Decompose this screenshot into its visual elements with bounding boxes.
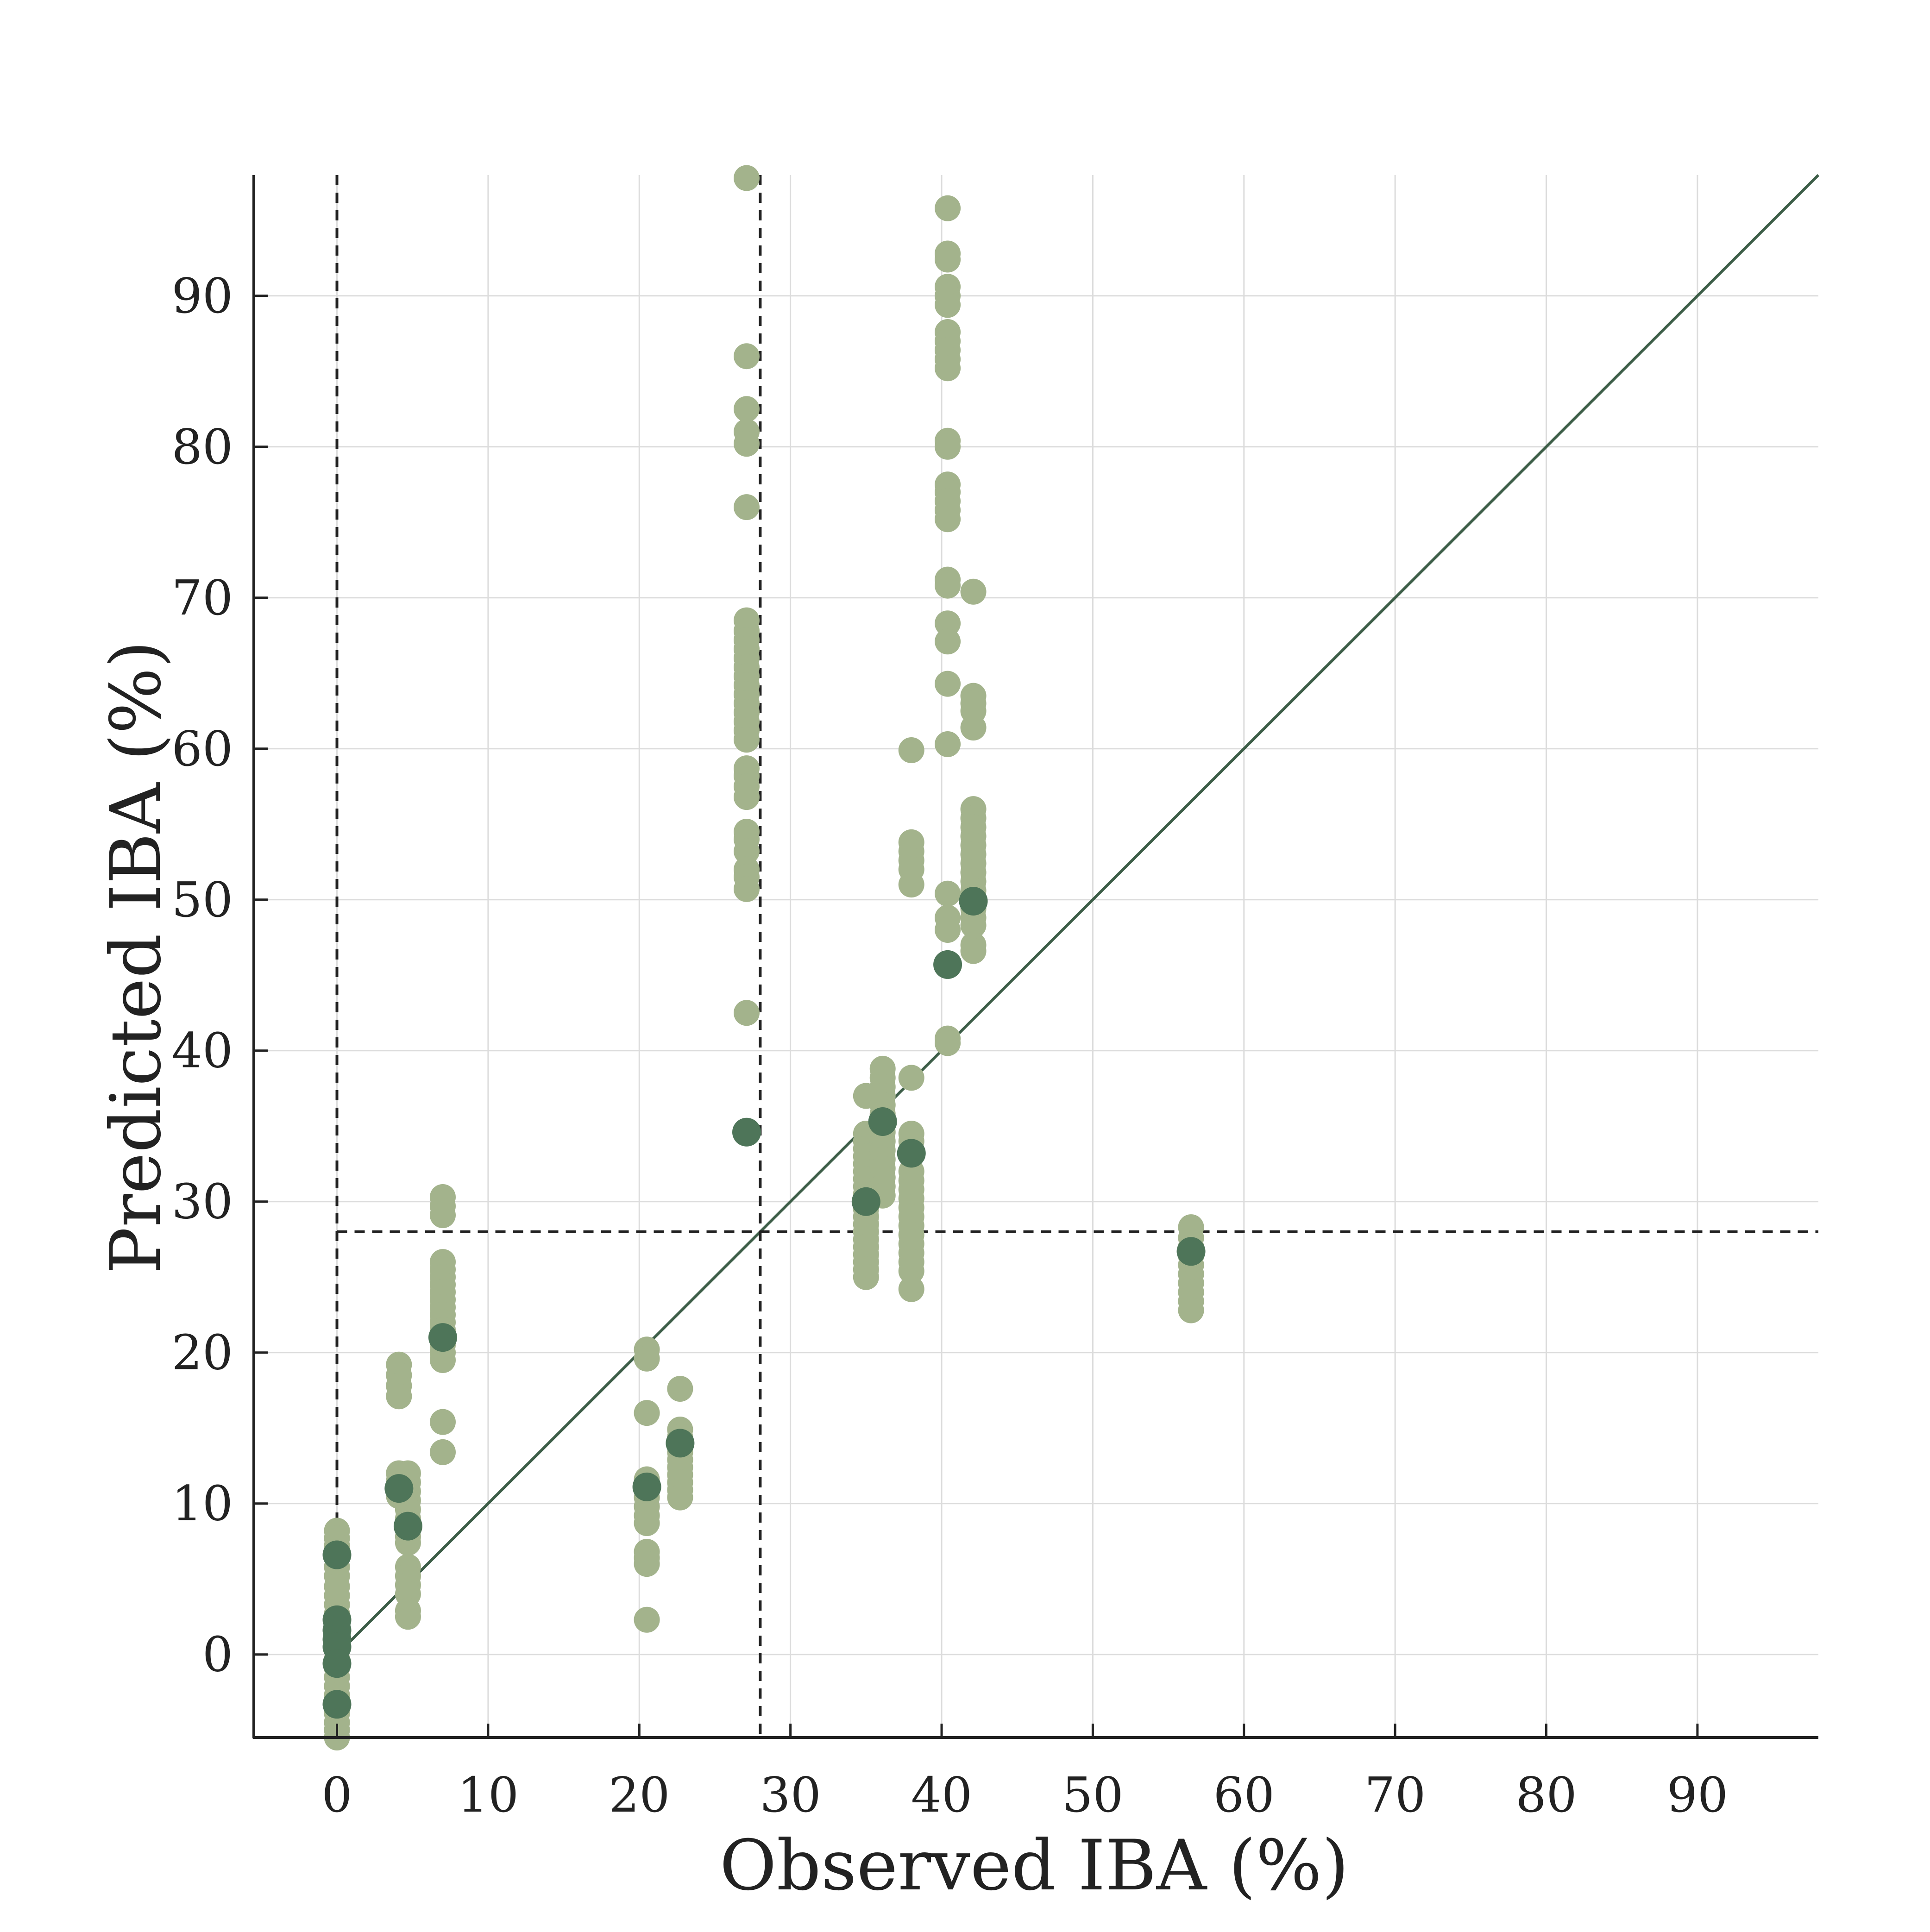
data-points — [322, 165, 1206, 1750]
data-point-highlighted — [933, 950, 962, 979]
data-point — [733, 165, 760, 191]
data-point — [1178, 1297, 1204, 1324]
data-point-highlighted — [393, 1512, 422, 1541]
data-point-highlighted — [1176, 1237, 1206, 1266]
data-point — [898, 1276, 924, 1302]
data-point — [733, 431, 760, 457]
x-tick-label: 70 — [1364, 1767, 1426, 1823]
data-point — [935, 1030, 961, 1056]
data-point — [935, 916, 961, 943]
data-point — [733, 1000, 760, 1026]
y-tick-label: 30 — [172, 1173, 233, 1230]
y-tick-label: 70 — [172, 570, 233, 626]
data-point-highlighted — [632, 1472, 661, 1501]
data-point — [667, 1484, 693, 1511]
data-point-highlighted — [851, 1187, 880, 1216]
data-point-highlighted — [732, 1117, 761, 1147]
data-point — [733, 876, 760, 902]
data-point — [733, 784, 760, 810]
data-point-highlighted — [322, 1540, 352, 1569]
reference-lines — [335, 174, 1820, 1738]
data-point — [960, 578, 987, 605]
x-tick-label: 90 — [1667, 1767, 1728, 1823]
x-tick-label: 80 — [1515, 1767, 1577, 1823]
identity-line — [336, 174, 1820, 1656]
data-point-highlighted — [384, 1474, 414, 1503]
data-point-highlighted — [322, 1649, 352, 1678]
data-point — [935, 610, 961, 637]
data-point — [935, 731, 961, 757]
data-point — [733, 494, 760, 521]
x-tick-label: 10 — [458, 1767, 519, 1823]
data-point — [429, 1202, 456, 1229]
data-point — [429, 1409, 456, 1435]
data-point — [898, 872, 924, 898]
x-tick-label: 50 — [1062, 1767, 1123, 1823]
data-point — [960, 912, 987, 939]
data-point — [386, 1383, 412, 1410]
data-point — [634, 1345, 660, 1372]
data-point — [898, 1065, 924, 1091]
data-point — [853, 1264, 879, 1290]
data-point — [634, 1510, 660, 1537]
y-tick-label: 50 — [172, 872, 233, 928]
y-tick-label: 80 — [172, 419, 233, 475]
data-point-highlighted — [428, 1323, 457, 1352]
y-axis-label: Predicted IBA (%) — [96, 640, 176, 1273]
data-point — [733, 343, 760, 370]
x-axis-label: Observed IBA (%) — [720, 1825, 1349, 1906]
data-point-highlighted — [959, 887, 988, 916]
data-point — [634, 1400, 660, 1426]
y-tick-label: 90 — [172, 268, 233, 324]
data-point — [395, 1604, 421, 1630]
data-point — [935, 506, 961, 533]
data-point — [634, 1606, 660, 1633]
y-tick-label: 40 — [172, 1022, 233, 1079]
x-tick-label: 0 — [321, 1767, 352, 1823]
x-tick-label: 60 — [1213, 1767, 1275, 1823]
grid — [254, 175, 1818, 1738]
x-tick-label: 40 — [911, 1767, 972, 1823]
data-point — [935, 628, 961, 655]
data-point — [960, 715, 987, 741]
data-point — [935, 246, 961, 273]
data-point-highlighted — [322, 1690, 352, 1719]
data-point — [935, 355, 961, 382]
data-point — [935, 433, 961, 460]
data-point — [667, 1375, 693, 1402]
data-point-highlighted — [868, 1107, 897, 1136]
data-point — [960, 938, 987, 964]
data-point — [898, 1258, 924, 1284]
data-point — [429, 1347, 456, 1374]
data-point — [935, 572, 961, 599]
data-point — [634, 1551, 660, 1577]
data-point — [898, 737, 924, 764]
data-point — [935, 880, 961, 907]
data-point — [429, 1439, 456, 1465]
x-tick-label: 30 — [760, 1767, 821, 1823]
data-point — [733, 396, 760, 422]
y-tick-label: 60 — [172, 721, 233, 777]
data-point-highlighted — [897, 1139, 926, 1168]
x-tick-label: 20 — [609, 1767, 670, 1823]
axes: 0 10 20 30 40 50 60 70 80 90 0 10 20 30 40 50 60 70 80 90 — [172, 175, 1818, 1823]
data-point — [935, 671, 961, 697]
data-point — [733, 838, 760, 865]
data-point — [733, 727, 760, 753]
y-tick-label: 20 — [172, 1324, 233, 1381]
y-tick-label: 10 — [172, 1475, 233, 1532]
y-tick-label: 0 — [202, 1626, 233, 1683]
data-point — [935, 195, 961, 221]
data-point-highlighted — [666, 1429, 695, 1458]
data-point — [935, 292, 961, 318]
